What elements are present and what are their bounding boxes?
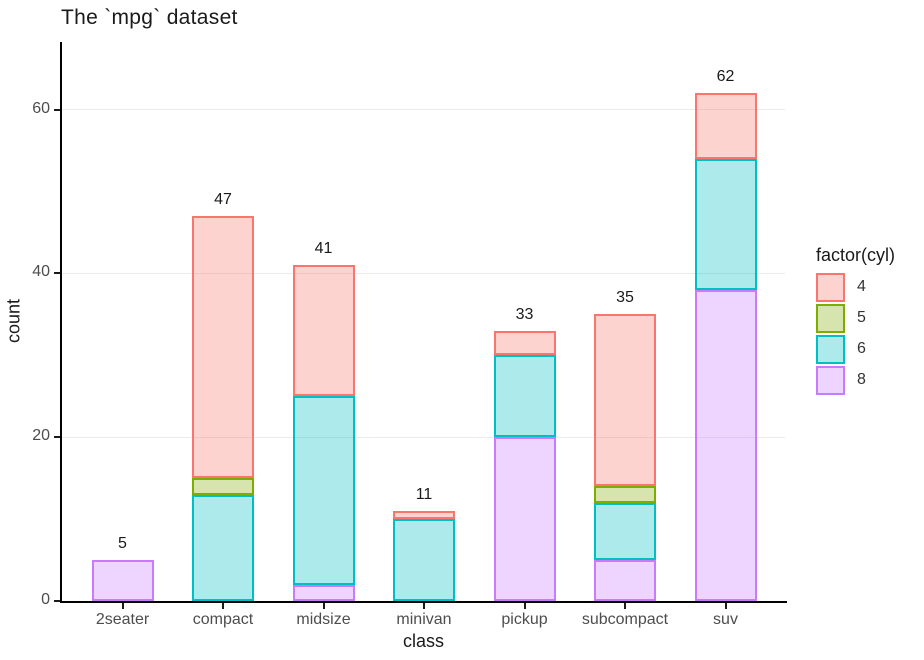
bar-segment-suv-cyl8 bbox=[694, 289, 757, 601]
bar-segment-suv-cyl4 bbox=[694, 93, 757, 159]
y-tick-label-60: 60 bbox=[32, 99, 50, 117]
bar-segment-subcompact-cyl6 bbox=[594, 502, 656, 561]
y-tick-label-40: 40 bbox=[32, 263, 50, 281]
bar-total-label-2seater: 5 bbox=[118, 535, 127, 553]
bar-segment-midsize-cyl6 bbox=[292, 396, 355, 585]
bar-total-label-suv: 62 bbox=[716, 68, 735, 86]
y-tick-60 bbox=[54, 108, 60, 111]
bar-segment-pickup-cyl4 bbox=[493, 330, 556, 356]
bar-segment-pickup-cyl6 bbox=[493, 355, 556, 438]
y-tick-20 bbox=[54, 436, 60, 439]
y-tick-40 bbox=[54, 272, 60, 275]
bar-segment-midsize-cyl8 bbox=[292, 584, 355, 601]
x-axis-title: class bbox=[402, 631, 444, 651]
bar-total-label-pickup: 33 bbox=[515, 305, 534, 323]
x-tick-compact bbox=[222, 603, 224, 609]
x-tick-label-compact: compact bbox=[192, 611, 254, 628]
bar-total-label-midsize: 41 bbox=[314, 240, 333, 258]
bar-total-label-compact: 47 bbox=[214, 191, 232, 209]
legend-key-6 bbox=[816, 335, 845, 364]
y-axis-title: count bbox=[3, 298, 24, 344]
x-tick-minivan bbox=[423, 603, 425, 609]
gridline-y-20 bbox=[62, 436, 785, 438]
x-tick-label-pickup: pickup bbox=[501, 611, 548, 628]
legend-key-5 bbox=[816, 304, 845, 333]
bar-segment-compact-cyl6 bbox=[192, 494, 254, 601]
bar-segment-subcompact-cyl8 bbox=[594, 560, 656, 601]
legend-label-6: 6 bbox=[857, 340, 866, 357]
bar-segment-compact-cyl4 bbox=[192, 216, 254, 479]
legend-label-8: 8 bbox=[857, 371, 866, 388]
x-tick-label-suv: suv bbox=[713, 611, 738, 628]
x-tick-label-minivan: minivan bbox=[396, 611, 452, 628]
y-tick-label-20: 20 bbox=[32, 427, 50, 445]
x-tick-suv bbox=[724, 603, 727, 609]
legend-title: factor(cyl) bbox=[816, 245, 896, 265]
legend-key-4 bbox=[816, 273, 845, 302]
bar-segment-2seater-cyl8 bbox=[91, 560, 154, 601]
bar-total-label-subcompact: 35 bbox=[616, 289, 634, 307]
y-tick-0 bbox=[54, 600, 60, 602]
x-tick-label-2seater: 2seater bbox=[95, 611, 150, 628]
bar-segment-suv-cyl6 bbox=[694, 158, 757, 290]
legend-key-8 bbox=[816, 366, 845, 395]
y-tick-label-0: 0 bbox=[41, 591, 50, 608]
x-axis-line bbox=[60, 601, 787, 603]
chart-title: The `mpg` dataset bbox=[61, 6, 238, 29]
bar-segment-minivan-cyl4 bbox=[393, 510, 455, 520]
y-axis-line bbox=[60, 42, 62, 603]
x-tick-midsize bbox=[322, 603, 325, 609]
bar-total-label-minivan: 11 bbox=[415, 485, 433, 503]
bar-segment-minivan-cyl6 bbox=[393, 519, 455, 601]
x-tick-pickup bbox=[523, 603, 526, 609]
gridline-y-60 bbox=[62, 109, 785, 111]
bar-segment-compact-cyl5 bbox=[192, 478, 254, 495]
bar-segment-subcompact-cyl5 bbox=[594, 486, 656, 503]
bar-segment-subcompact-cyl4 bbox=[594, 314, 656, 487]
legend-label-4: 4 bbox=[857, 278, 866, 295]
x-tick-2seater bbox=[121, 603, 124, 609]
gridline-y-40 bbox=[62, 272, 785, 274]
legend-label-5: 5 bbox=[857, 309, 866, 326]
bar-segment-pickup-cyl8 bbox=[493, 437, 556, 601]
bar-segment-midsize-cyl4 bbox=[292, 265, 355, 397]
x-tick-label-midsize: midsize bbox=[296, 611, 351, 628]
x-tick-subcompact bbox=[624, 603, 626, 609]
x-tick-label-subcompact: subcompact bbox=[581, 611, 669, 628]
